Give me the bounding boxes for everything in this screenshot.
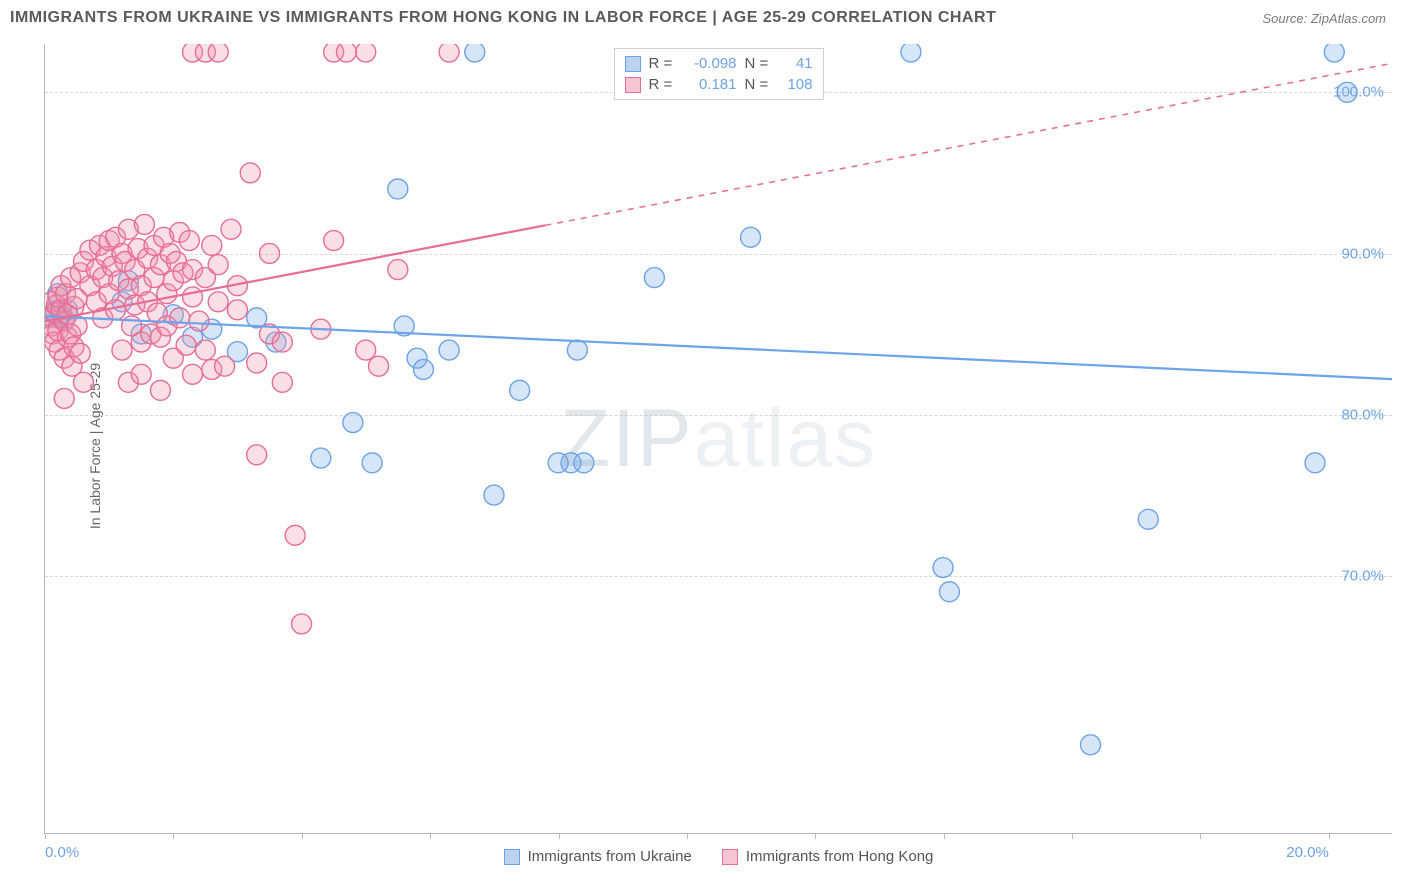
chart-source: Source: ZipAtlas.com	[1262, 11, 1386, 26]
n-label: N =	[745, 76, 771, 93]
stats-row-ukraine: R = -0.098 N = 41	[625, 53, 813, 74]
swatch-ukraine	[504, 849, 520, 865]
x-tick	[430, 833, 431, 839]
swatch-hongkong	[625, 77, 641, 93]
x-tick	[559, 833, 560, 839]
x-tick	[1072, 833, 1073, 839]
x-tick	[944, 833, 945, 839]
n-value-ukraine: 41	[779, 55, 813, 72]
plot-area: ZIPatlas R = -0.098 N = 41 R = 0.181 N =…	[44, 44, 1392, 834]
x-tick	[302, 833, 303, 839]
x-tick	[1329, 833, 1330, 839]
stats-row-hongkong: R = 0.181 N = 108	[625, 74, 813, 95]
trendline-hongkong-solid	[45, 225, 545, 321]
x-tick	[173, 833, 174, 839]
trendline-layer	[45, 44, 1392, 833]
x-tick-label: 20.0%	[1286, 844, 1329, 861]
legend-item-hongkong: Immigrants from Hong Kong	[722, 848, 934, 865]
legend-item-ukraine: Immigrants from Ukraine	[504, 848, 692, 865]
series-legend: Immigrants from Ukraine Immigrants from …	[45, 848, 1392, 865]
n-label: N =	[745, 55, 771, 72]
title-bar: IMMIGRANTS FROM UKRAINE VS IMMIGRANTS FR…	[0, 0, 1406, 36]
x-tick-label: 0.0%	[45, 844, 79, 861]
swatch-hongkong	[722, 849, 738, 865]
r-label: R =	[649, 55, 675, 72]
x-tick	[815, 833, 816, 839]
legend-label-hongkong: Immigrants from Hong Kong	[746, 848, 934, 865]
stats-legend: R = -0.098 N = 41 R = 0.181 N = 108	[614, 48, 824, 100]
x-tick	[45, 833, 46, 839]
x-tick	[1200, 833, 1201, 839]
r-label: R =	[649, 76, 675, 93]
swatch-ukraine	[625, 56, 641, 72]
chart-title: IMMIGRANTS FROM UKRAINE VS IMMIGRANTS FR…	[10, 9, 996, 27]
r-value-hongkong: 0.181	[683, 76, 737, 93]
r-value-ukraine: -0.098	[683, 55, 737, 72]
trendline-ukraine	[45, 316, 1392, 379]
n-value-hongkong: 108	[779, 76, 813, 93]
legend-label-ukraine: Immigrants from Ukraine	[528, 848, 692, 865]
x-tick	[687, 833, 688, 839]
